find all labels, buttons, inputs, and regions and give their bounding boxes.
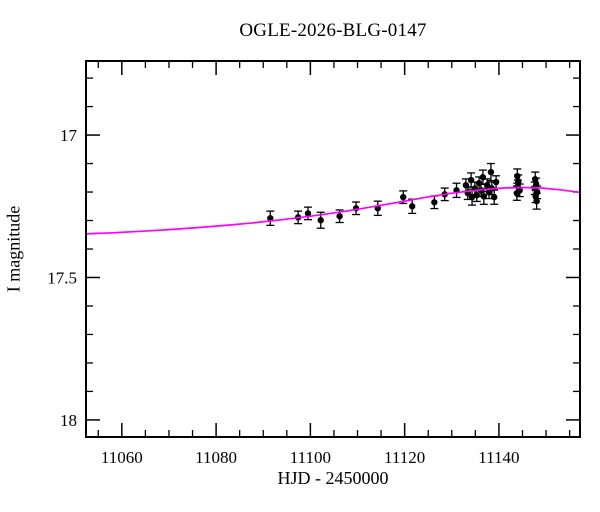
data-point-marker — [480, 193, 488, 200]
y-axis-label: I magnitude — [3, 205, 24, 293]
data-points — [266, 162, 542, 229]
y-tick-label: 18 — [60, 411, 77, 430]
data-point — [304, 206, 313, 221]
axis-ticks — [86, 61, 580, 437]
data-point — [266, 210, 275, 227]
data-point-marker — [515, 178, 522, 185]
data-point — [408, 198, 417, 215]
data-point-marker — [516, 187, 523, 194]
data-point — [531, 189, 540, 204]
data-point-marker — [408, 203, 416, 210]
x-tick-label: 11060 — [101, 448, 143, 467]
data-point-marker — [473, 191, 480, 199]
data-point-marker — [487, 168, 495, 176]
data-point-marker — [400, 193, 407, 201]
data-point — [335, 209, 344, 224]
model-curve — [85, 186, 581, 235]
data-point-marker — [491, 193, 498, 201]
data-point-marker — [267, 215, 274, 222]
x-axis-label: HJD - 2450000 — [277, 468, 389, 488]
data-point-marker — [532, 193, 539, 200]
data-point-marker — [317, 217, 324, 224]
y-tick-label: 17 — [60, 126, 78, 145]
x-tick-label: 11080 — [195, 448, 237, 467]
chart-title: OGLE-2026-BLG-0147 — [239, 20, 427, 41]
y-tick-label: 17.5 — [47, 268, 77, 287]
data-point-marker — [431, 199, 438, 206]
data-point-marker — [492, 178, 500, 186]
data-point — [478, 169, 487, 185]
data-point — [486, 162, 495, 182]
x-tick-label: 11140 — [478, 448, 519, 467]
plot-frame — [85, 60, 581, 438]
tick-labels: 11060 11080 11100 11120 11140 17 17.5 18 — [47, 126, 519, 467]
data-point — [430, 195, 439, 210]
data-point-marker — [304, 210, 312, 217]
data-point — [490, 189, 499, 205]
data-point — [492, 175, 501, 189]
data-point-marker — [336, 213, 343, 220]
data-point — [515, 183, 524, 198]
x-tick-label: 11120 — [384, 448, 425, 467]
x-tick-label: 11100 — [290, 448, 331, 467]
data-point — [373, 200, 382, 217]
data-point — [452, 182, 461, 199]
